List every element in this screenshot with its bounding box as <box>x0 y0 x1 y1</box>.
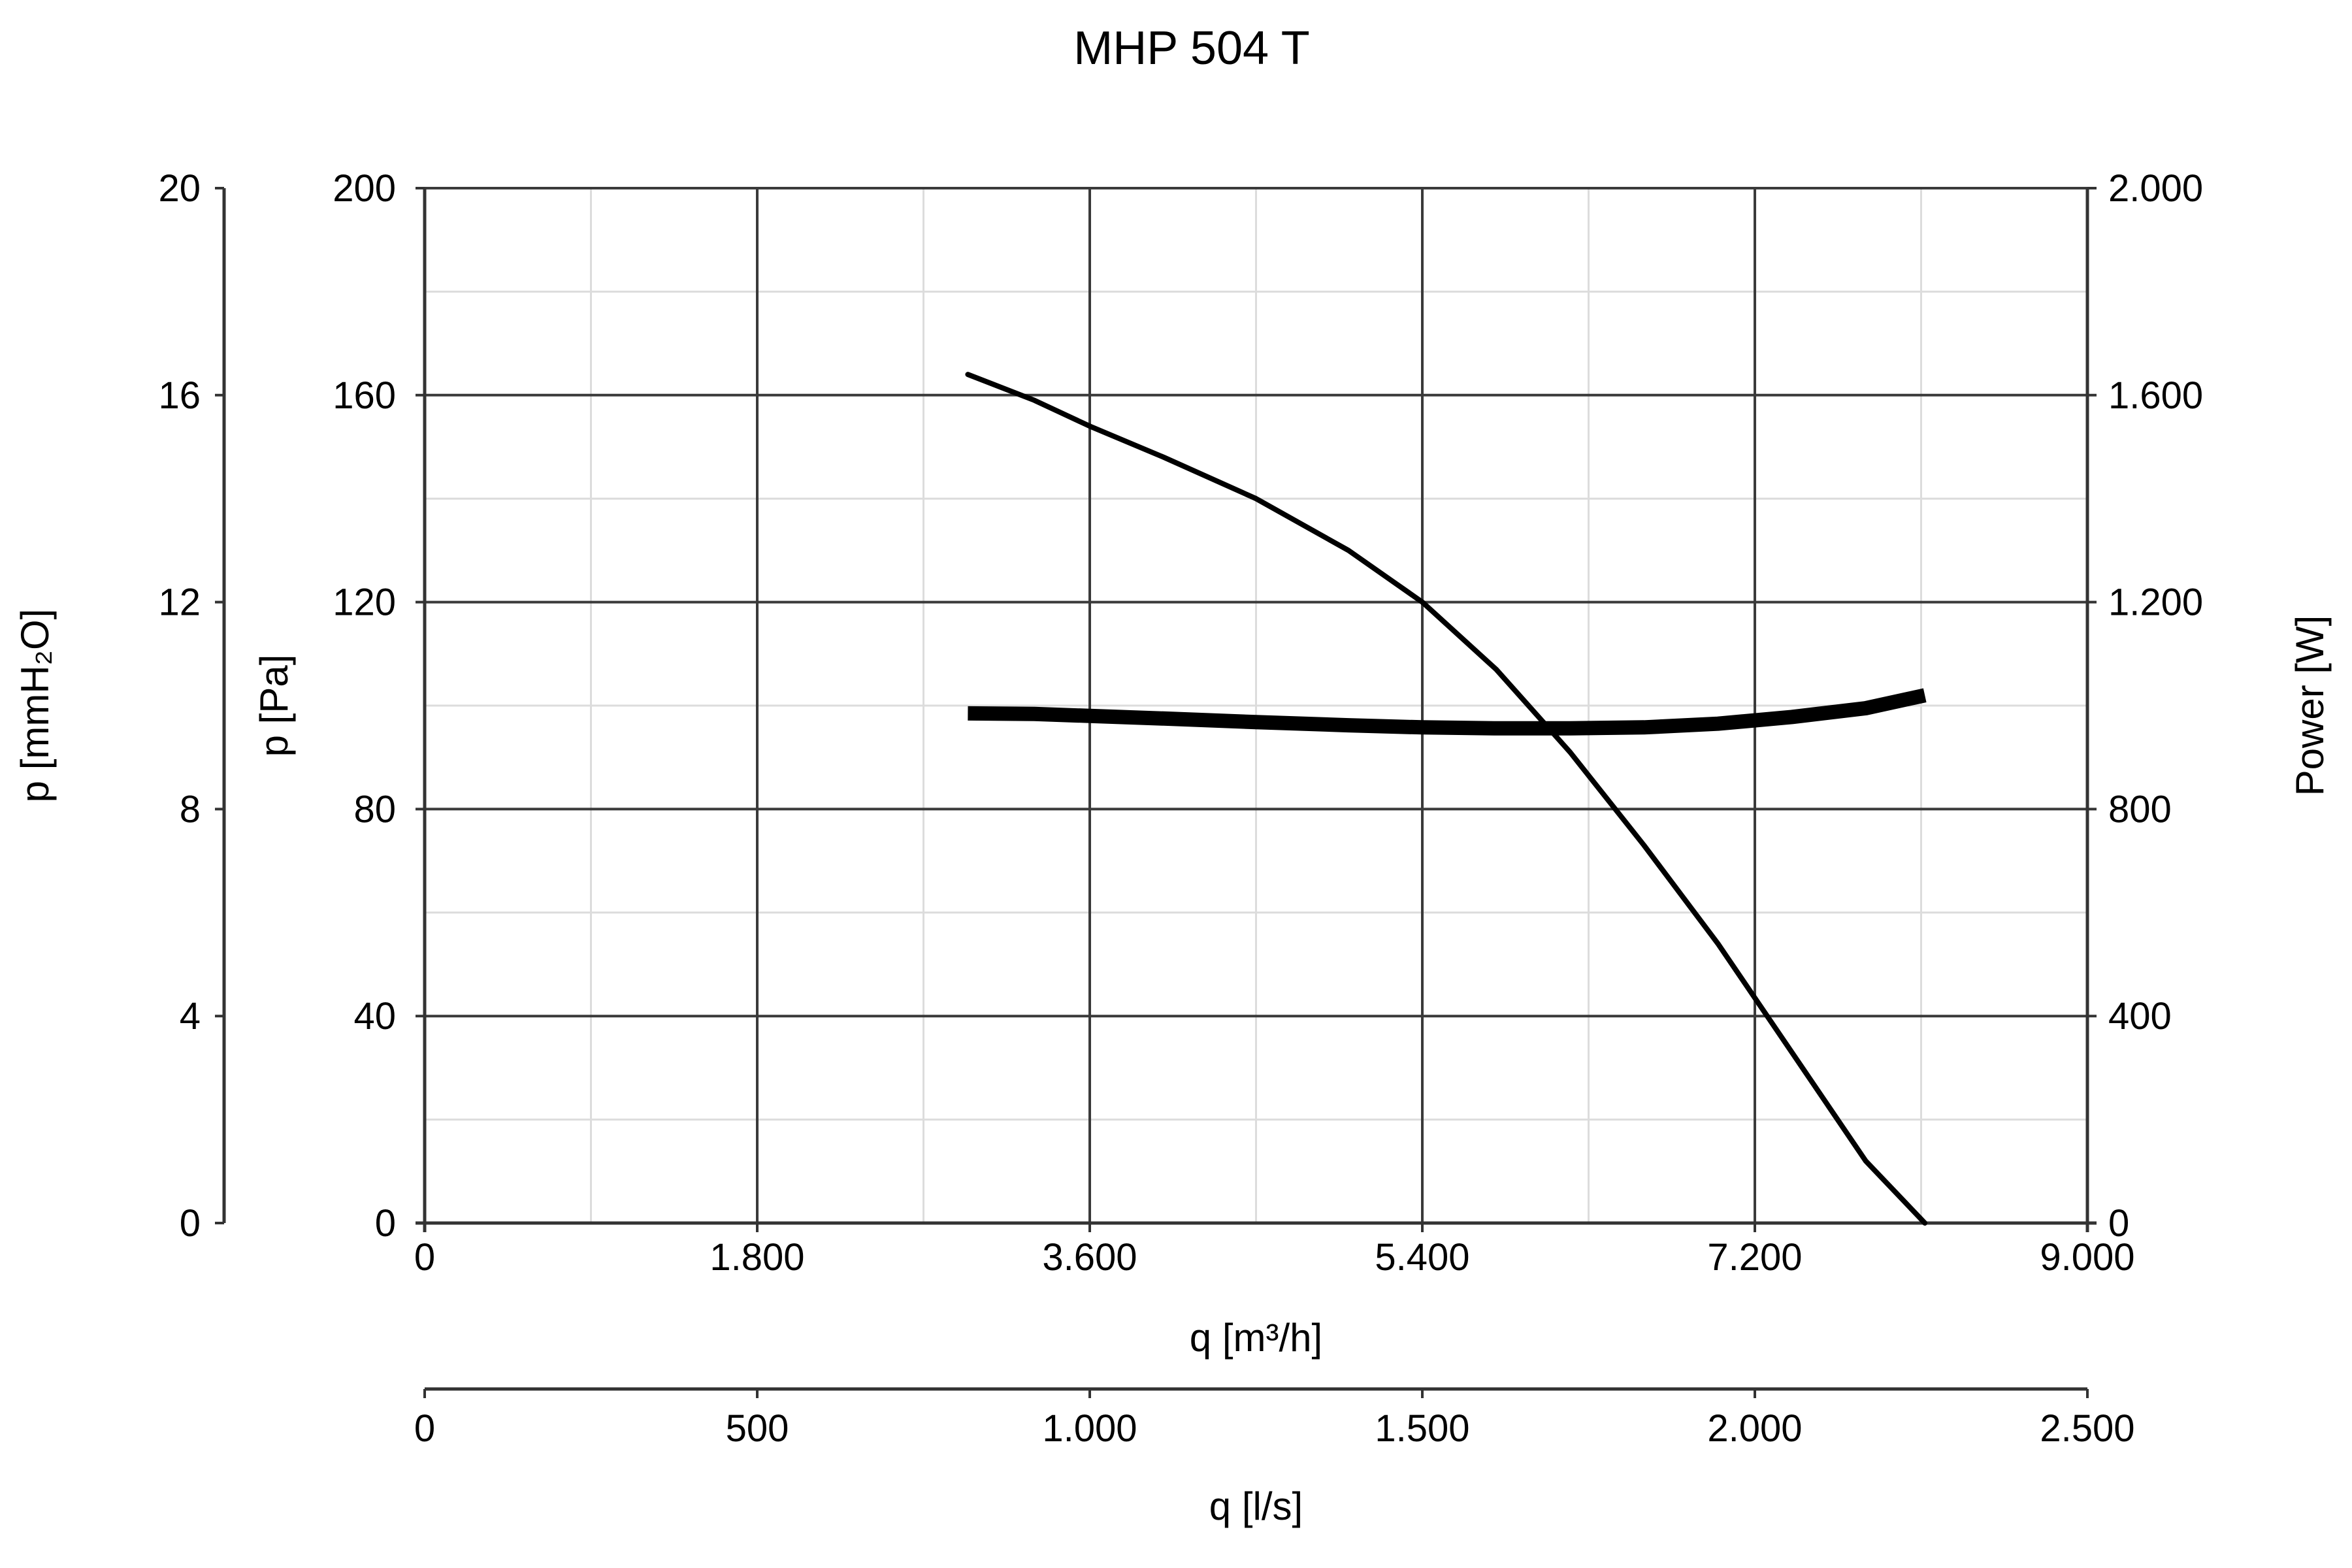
pressure-curve <box>965 372 1928 1226</box>
x-axis-title: q [m³/h] <box>1190 1316 1322 1360</box>
power-axis-title: Power [W] <box>2288 615 2332 796</box>
mmh2o-tick-label: 4 <box>180 995 201 1037</box>
power-tick-label: 0 <box>2108 1202 2129 1245</box>
power-curve <box>968 688 1927 736</box>
axis-titles: q [m³/h] q [l/s] p [Pa] p [mmH₂O] Power [W] <box>13 609 2332 1528</box>
mmh2o-tick-label: 0 <box>180 1202 201 1245</box>
mmh2o-tick-label: 12 <box>158 581 201 624</box>
mmh2o-tick-label: 8 <box>180 788 201 830</box>
ls-tick-label: 1.000 <box>1042 1407 1137 1450</box>
y-tick-label: 200 <box>333 167 396 210</box>
axes <box>215 187 2097 1398</box>
ls-tick-label: 1.500 <box>1375 1407 1469 1450</box>
x-tick-label: 5.400 <box>1375 1236 1469 1279</box>
y-axis-title: p [Pa] <box>252 655 296 757</box>
x-tick-label: 9.000 <box>2040 1236 2134 1279</box>
power-tick-label: 1.600 <box>2108 374 2203 417</box>
tick-labels: 0 1.800 3.600 5.400 7.200 9.00004080120160200… <box>158 167 2203 1450</box>
x-tick-label: 0 <box>414 1236 435 1279</box>
chart-title: MHP 504 T <box>1073 22 1310 74</box>
power-tick-label: 1.200 <box>2108 581 2203 624</box>
x-tick-label: 7.200 <box>1707 1236 1802 1279</box>
mmh2o-tick-label: 16 <box>158 374 201 417</box>
x-tick-label: 1.800 <box>710 1236 804 1279</box>
y-tick-label: 40 <box>353 995 396 1037</box>
ls-axis-title: q [l/s] <box>1209 1484 1303 1528</box>
y-tick-label: 160 <box>333 374 396 417</box>
mmh2o-tick-label: 20 <box>158 167 201 210</box>
power-tick-label: 800 <box>2108 788 2172 830</box>
series-layer <box>965 372 1928 1226</box>
ls-tick-label: 500 <box>726 1407 789 1450</box>
ls-tick-label: 2.000 <box>1707 1407 1802 1450</box>
ls-tick-label: 2.500 <box>2040 1407 2134 1450</box>
mmh2o-axis-title: p [mmH₂O] <box>13 609 57 803</box>
power-tick-label: 400 <box>2108 995 2172 1037</box>
power-tick-label: 2.000 <box>2108 167 2203 210</box>
y-tick-label: 120 <box>333 581 396 624</box>
y-tick-label: 0 <box>375 1202 396 1245</box>
x-tick-label: 3.600 <box>1042 1236 1137 1279</box>
ls-tick-label: 0 <box>414 1407 435 1450</box>
y-tick-label: 80 <box>353 788 396 830</box>
